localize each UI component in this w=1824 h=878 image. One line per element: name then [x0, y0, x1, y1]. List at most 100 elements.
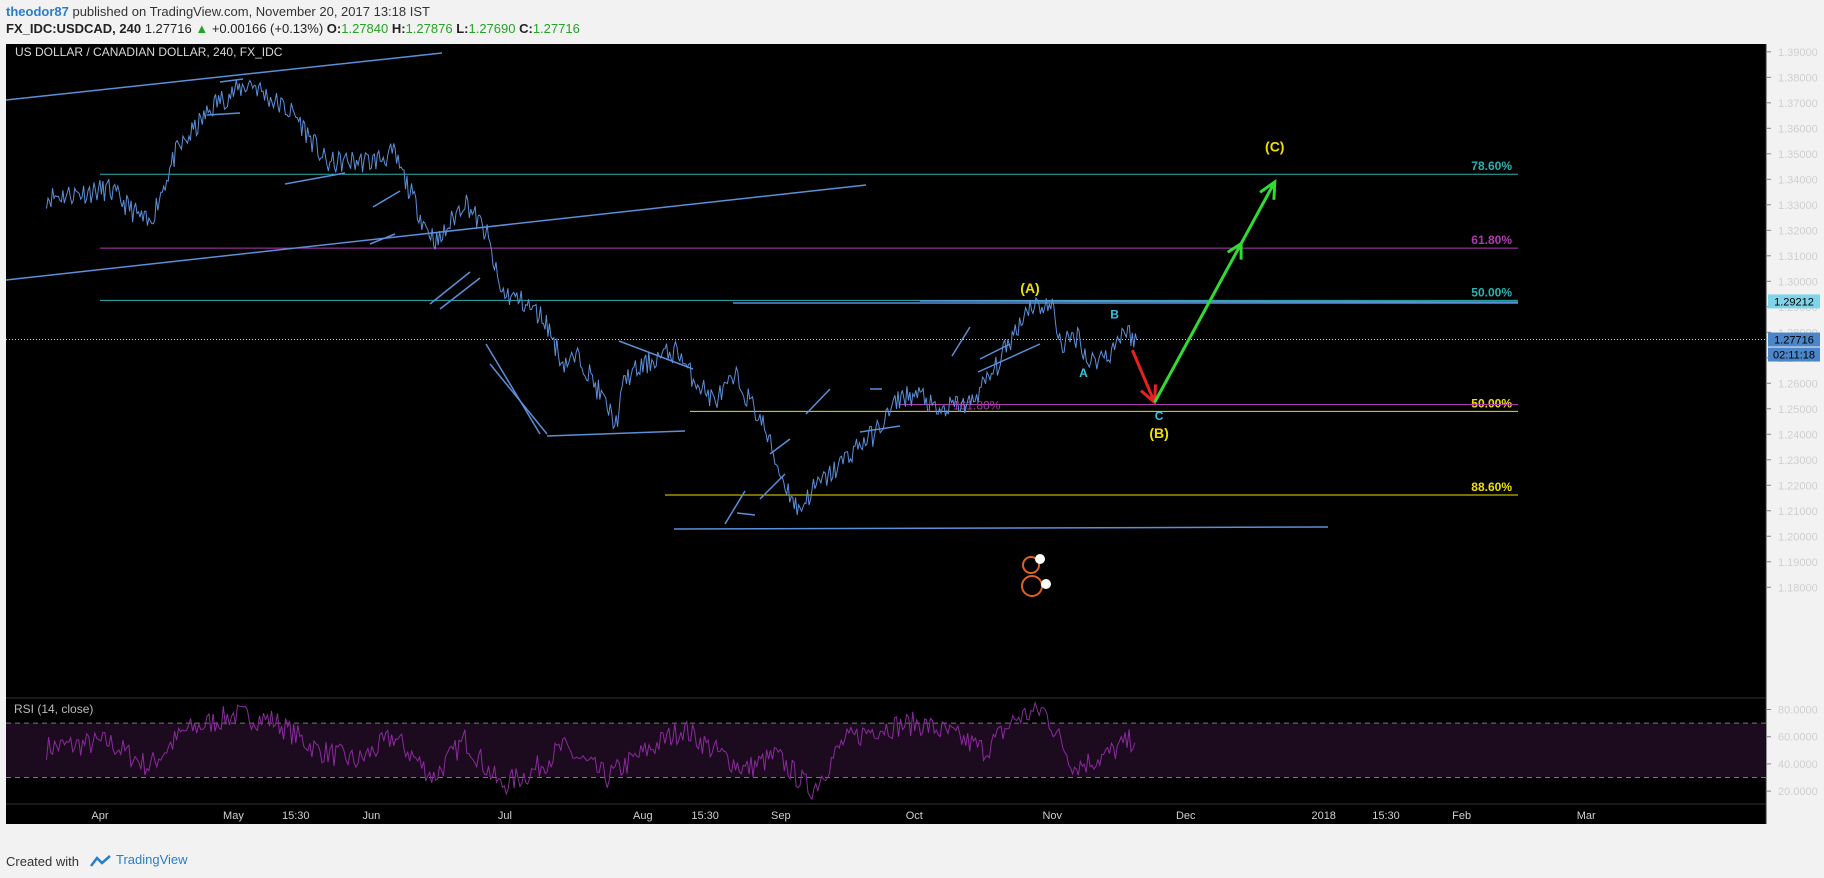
price-tick-label: 1.33000: [1778, 200, 1818, 212]
fib-label: 161.80%: [953, 398, 1001, 412]
rsi-band-fill: [6, 723, 1766, 778]
trend-line: [919, 300, 1519, 303]
wave-label: A: [1079, 366, 1088, 380]
symbol-label: FX_IDC:USDCAD, 240: [6, 21, 142, 36]
time-tick-label: Dec: [1176, 810, 1196, 822]
author-link[interactable]: theodor87: [6, 4, 69, 19]
time-tick-label: 15:30: [1372, 810, 1400, 822]
last-price: 1.27716: [144, 21, 192, 36]
green-projection-mid-head: [1226, 240, 1243, 260]
ohlc-line: FX_IDC:USDCAD, 240 1.27716 ▲ +0.00166 (+…: [6, 21, 580, 36]
price-tick-label: 1.21000: [1778, 506, 1818, 518]
time-tick-label: Feb: [1452, 810, 1471, 822]
event-markers[interactable]: [1021, 554, 1051, 597]
up-arrow-icon: ▲: [195, 21, 209, 36]
wave-label: (A): [1020, 280, 1039, 296]
time-tick-label: Oct: [906, 810, 923, 822]
price-tick-label: 1.36000: [1778, 123, 1818, 135]
high-value: 1.27876: [405, 21, 453, 36]
open-value: 1.27840: [341, 21, 389, 36]
trend-line: [5, 184, 867, 281]
event-flag-icon: [1022, 556, 1040, 574]
chart-title: US DOLLAR / CANADIAN DOLLAR, 240, FX_IDC: [15, 45, 283, 59]
trend-line: [618, 340, 694, 370]
close-value: 1.27716: [532, 21, 580, 36]
trend-line: [369, 233, 396, 245]
low-value: 1.27690: [468, 21, 516, 36]
trend-line: [724, 490, 746, 525]
trend-line: [951, 326, 971, 357]
high-label: H:: [391, 21, 406, 36]
green-projection-arrow-head: [1259, 178, 1277, 200]
price-tick-label: 1.23000: [1778, 455, 1818, 467]
wave-label: (B): [1149, 425, 1168, 441]
price-tick-label: 1.19000: [1778, 557, 1818, 569]
rsi-tick-label: 80.0000: [1778, 705, 1818, 717]
wave-label: B: [1110, 307, 1119, 321]
trend-line: [759, 473, 786, 500]
time-tick-label: 15:30: [691, 810, 719, 822]
price-tick-label: 1.30000: [1778, 276, 1818, 288]
chart-canvas[interactable]: US DOLLAR / CANADIAN DOLLAR, 240, FX_IDC…: [0, 44, 1824, 846]
countdown-label: 02:11:18: [1773, 350, 1815, 362]
trend-line: [489, 363, 548, 435]
low-label: L:: [456, 21, 469, 36]
marker-price-badge: [1768, 294, 1820, 309]
fib-label: 50.00%: [1471, 285, 1512, 299]
footer: Created with TradingView: [0, 846, 1824, 878]
event-count-badge: [1035, 554, 1045, 564]
time-tick-label: Nov: [1042, 810, 1062, 822]
price-tick-label: 1.26000: [1778, 378, 1818, 390]
trend-line: [977, 343, 1041, 373]
trend-line: [673, 526, 1329, 530]
time-tick-label: Jul: [498, 810, 512, 822]
time-tick-label: 2018: [1311, 810, 1335, 822]
wave-label: (C): [1265, 138, 1284, 154]
price-tick-label: 1.18000: [1778, 582, 1818, 594]
rsi-label: RSI (14, close): [14, 702, 93, 716]
price-tick-label: 1.38000: [1778, 72, 1818, 84]
price-tick-label: 1.25000: [1778, 404, 1818, 416]
wave-label: C: [1155, 409, 1164, 423]
tradingview-link[interactable]: TradingView: [90, 852, 188, 868]
time-tick-label: 15:30: [282, 810, 310, 822]
trend-line: [219, 78, 244, 83]
created-with-text: Created with: [6, 854, 79, 869]
time-tick-label: Apr: [91, 810, 108, 822]
chart-header: theodor87 published on TradingView.com, …: [0, 0, 1824, 44]
price-tick-label: 1.20000: [1778, 531, 1818, 543]
last-price-label: 1.27716: [1774, 335, 1814, 347]
tradingview-brand: TradingView: [116, 852, 188, 867]
trend-line: [485, 343, 541, 435]
price-tick-label: 1.22000: [1778, 480, 1818, 492]
price-tick-label: 1.39000: [1778, 47, 1818, 59]
time-tick-label: Jun: [363, 810, 381, 822]
countdown-badge: [1768, 347, 1820, 362]
trend-line: [429, 271, 471, 305]
publish-date: published on TradingView.com, November 2…: [72, 4, 430, 19]
close-label: C:: [519, 21, 533, 36]
price-line: [46, 79, 1138, 516]
trend-line: [284, 172, 346, 185]
trend-line: [372, 190, 401, 208]
price-tick-label: 1.24000: [1778, 429, 1818, 441]
time-tick-label: May: [223, 810, 244, 822]
fib-label: 61.80%: [1471, 233, 1512, 247]
green-projection-arrow: [1153, 181, 1277, 404]
price-tick-label: 1.35000: [1778, 149, 1818, 161]
fib-label: 88.60%: [1471, 480, 1512, 494]
last-price-badge: [1768, 332, 1820, 347]
trend-line: [769, 438, 791, 455]
red-projection-arrow: [1130, 349, 1156, 403]
price-change: +0.00166 (+0.13%): [211, 21, 324, 36]
price-tick-label: 1.31000: [1778, 251, 1818, 263]
trend-line: [546, 430, 686, 437]
rsi-tick-label: 40.0000: [1778, 759, 1818, 771]
trend-line: [805, 388, 831, 415]
trend-line: [979, 343, 1011, 360]
price-tick-label: 1.37000: [1778, 98, 1818, 110]
time-tick-label: Sep: [771, 810, 791, 822]
trend-line: [439, 277, 481, 310]
tradingview-logo-icon: [90, 854, 111, 867]
rsi-tick-label: 60.0000: [1778, 732, 1818, 744]
